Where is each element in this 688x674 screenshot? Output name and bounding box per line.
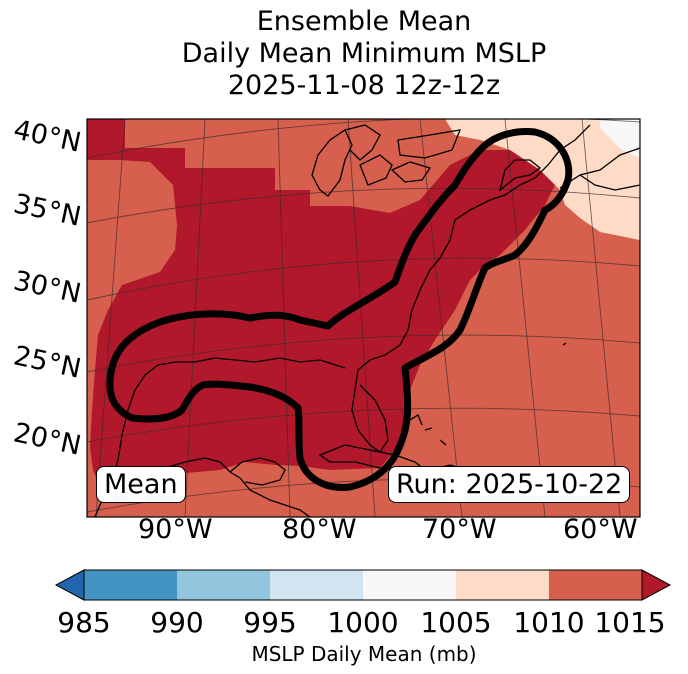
colorbar-segment [177,570,271,600]
cbar-tick-995: 995 [243,606,297,639]
mean-badge: Mean [96,466,186,503]
cbar-tick-1015: 1015 [594,606,666,639]
colorbar-extend-low [54,569,85,601]
run-date-badge: Run: 2025-10-22 [388,466,631,503]
colorbar-segments [54,569,672,601]
colorbar-label: MSLP Daily Mean (mb) [251,642,477,666]
title-line-3: 2025-11-08 12z-12z [227,70,501,101]
cbar-tick-1010: 1010 [513,606,585,639]
mslp-map [86,118,641,518]
cbar-tick-1000: 1000 [327,606,399,639]
chart-title: Ensemble Mean Daily Mean Minimum MSLP 20… [0,6,688,102]
cbar-tick-1005: 1005 [420,606,492,639]
colorbar-segment [270,570,364,600]
field-above-1015 [87,119,560,487]
lon-label-60w: 60°W [563,514,638,545]
title-line-2: Daily Mean Minimum MSLP [181,38,547,69]
mslp-contour [106,128,573,491]
cbar-tick-985: 985 [57,606,111,639]
map-frame [86,118,641,518]
lon-label-90w: 90°W [138,514,213,545]
colorbar-segment [84,570,178,600]
colorbar-extend-high [641,569,672,601]
field-1000-1005 [600,119,640,158]
colorbar-segment [549,570,643,600]
colorbar-segment [456,570,550,600]
title-line-1: Ensemble Mean [256,6,472,37]
colorbar-segment [363,570,457,600]
lon-label-80w: 80°W [282,514,357,545]
field-1005-1010 [445,119,640,240]
colorbar-frame [83,569,643,601]
cbar-tick-990: 990 [150,606,204,639]
lon-label-70w: 70°W [422,514,497,545]
